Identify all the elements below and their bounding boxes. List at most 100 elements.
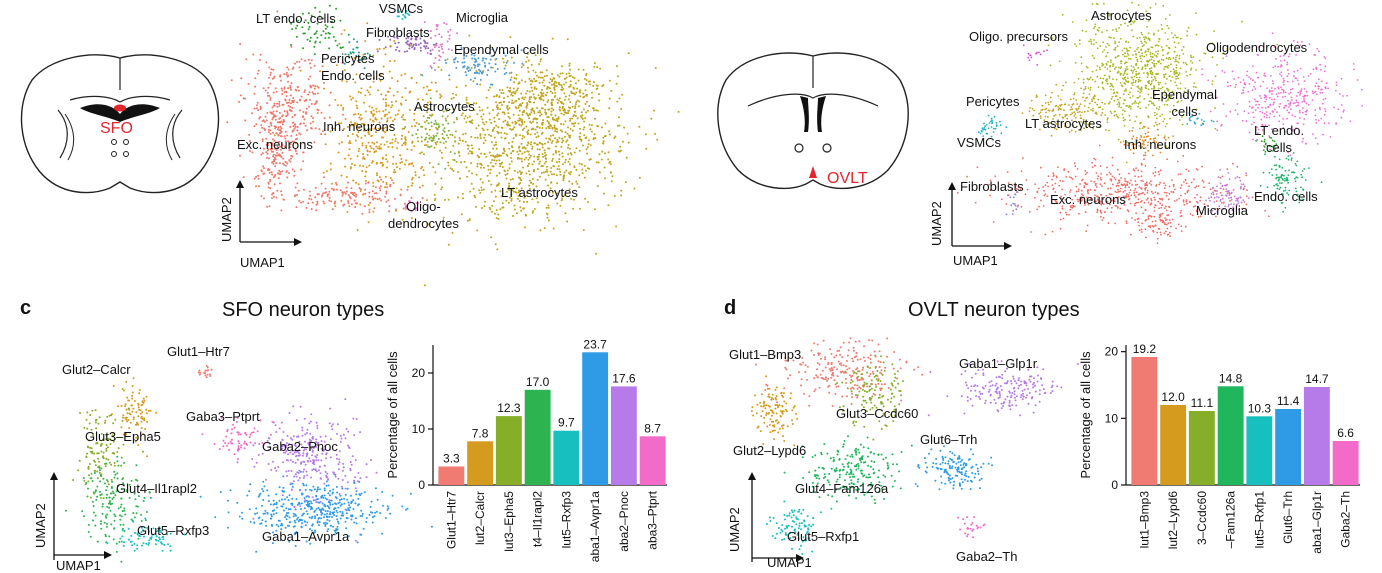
cell-point <box>1153 63 1155 65</box>
cell-point <box>543 79 545 81</box>
cell-point <box>558 158 560 160</box>
cell-point <box>1098 30 1100 32</box>
cell-point <box>453 121 455 123</box>
cell-point <box>596 125 598 127</box>
cell-point <box>1065 82 1067 84</box>
cell-point <box>1105 79 1107 81</box>
cell-point <box>588 139 590 141</box>
cell-point <box>1111 207 1113 209</box>
cell-point <box>148 410 150 412</box>
cell-point <box>1253 86 1255 88</box>
cell-point <box>1161 28 1163 30</box>
cell-point <box>567 110 569 112</box>
cell-point <box>452 232 454 234</box>
cell-point <box>1138 198 1140 200</box>
cell-point <box>527 67 529 69</box>
cell-point <box>1147 131 1149 133</box>
cell-point <box>325 28 327 30</box>
cell-point <box>1155 191 1157 193</box>
cell-point <box>518 114 520 116</box>
cell-point <box>1298 83 1300 85</box>
cell-point <box>474 137 476 139</box>
cell-point <box>639 177 641 179</box>
cell-point <box>515 135 517 137</box>
cell-point <box>1262 81 1264 83</box>
cell-point <box>505 72 507 74</box>
cell-point <box>1320 92 1322 94</box>
cell-point <box>300 169 302 171</box>
cell-point <box>1284 59 1286 61</box>
cell-point <box>517 158 519 160</box>
cell-point <box>469 116 471 118</box>
cell-point <box>268 126 270 128</box>
cell-point <box>611 175 613 177</box>
cell-point <box>1078 78 1080 80</box>
cell-point <box>1281 182 1283 184</box>
cell-point <box>563 108 565 110</box>
cell-point <box>414 171 416 173</box>
cell-point <box>1036 96 1038 98</box>
cell-point <box>1088 107 1090 109</box>
cell-point <box>286 170 288 172</box>
cell-point <box>568 72 570 74</box>
cell-point <box>1034 183 1036 185</box>
cell-point <box>1155 122 1157 124</box>
cell-point <box>393 40 395 42</box>
cell-point <box>1118 180 1120 182</box>
cell-point <box>1136 59 1138 61</box>
cell-point <box>498 159 500 161</box>
cell-point <box>598 162 600 164</box>
cell-point <box>206 370 208 372</box>
cell-point <box>526 144 528 146</box>
cell-point <box>495 95 497 97</box>
cell-point <box>394 169 396 171</box>
cell-point <box>204 372 206 374</box>
cell-point <box>634 188 636 190</box>
cell-point <box>1279 177 1281 179</box>
cell-point <box>334 99 336 101</box>
cell-point <box>314 65 316 67</box>
cell-point <box>520 179 522 181</box>
cell-point <box>1113 63 1115 65</box>
cell-point <box>1302 107 1304 109</box>
cell-point <box>489 172 491 174</box>
cell-point <box>534 133 536 135</box>
cell-point <box>1147 94 1149 96</box>
cell-point <box>498 184 500 186</box>
cell-point <box>1075 108 1077 110</box>
cell-point <box>1144 65 1146 67</box>
cell-point <box>492 109 494 111</box>
cell-point <box>364 135 366 137</box>
cell-point <box>320 133 322 135</box>
cell-point <box>1296 101 1298 103</box>
cell-point <box>1145 50 1147 52</box>
cell-point <box>1065 212 1067 214</box>
cell-point <box>572 87 574 89</box>
cell-point <box>1196 185 1198 187</box>
cell-point <box>1164 232 1166 234</box>
cell-point <box>1229 111 1231 113</box>
cell-point <box>1094 165 1096 167</box>
cell-point <box>541 143 543 145</box>
cell-point <box>443 142 445 144</box>
cell-point <box>1174 81 1176 83</box>
cell-point <box>1104 182 1106 184</box>
cell-point <box>300 133 302 135</box>
cell-point <box>1077 108 1079 110</box>
cell-point <box>354 192 356 194</box>
cell-point <box>1228 172 1230 174</box>
cell-point <box>495 141 497 143</box>
cell-point <box>298 90 300 92</box>
cell-point <box>350 167 352 169</box>
cell-point <box>1221 185 1223 187</box>
cell-point <box>419 152 421 154</box>
cell-point <box>463 57 465 59</box>
sfo-region-label: SFO <box>100 121 133 137</box>
cell-point <box>538 154 540 156</box>
cell-point <box>1165 73 1167 75</box>
cell-point <box>537 148 539 150</box>
cell-point <box>1179 72 1181 74</box>
cell-point <box>1126 220 1128 222</box>
cell-point <box>375 146 377 148</box>
cell-point <box>1212 80 1214 82</box>
